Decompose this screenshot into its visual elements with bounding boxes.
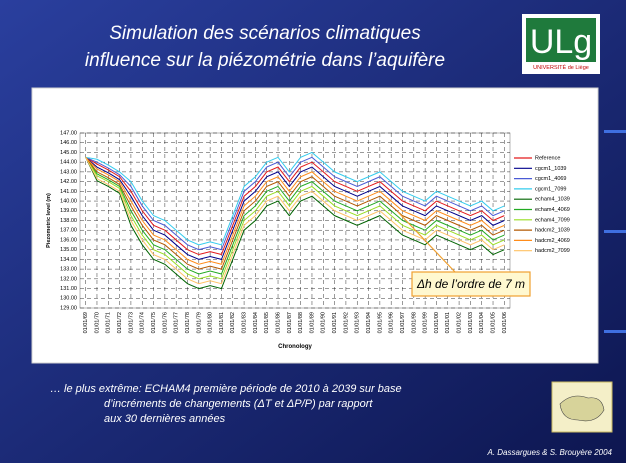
legend-label: echam4_4069 bbox=[535, 207, 570, 213]
caption-line: … le plus extrême: ECHAM4 première pério… bbox=[50, 383, 402, 395]
credit: A. Dassargues & S. Brouyère 2004 bbox=[486, 448, 612, 457]
series-line bbox=[85, 157, 505, 285]
y-tick-label: 133.00 bbox=[60, 267, 77, 273]
logo-field bbox=[526, 18, 596, 62]
x-tick-label: 01/01/69 bbox=[83, 312, 89, 333]
x-tick-label: 01/01/78 bbox=[185, 312, 191, 333]
x-tick-label: 01/01/95 bbox=[377, 312, 383, 333]
y-tick-label: 137.00 bbox=[60, 228, 77, 234]
y-tick-label: 141.00 bbox=[60, 189, 77, 195]
map-logo bbox=[551, 381, 613, 433]
series-line bbox=[85, 156, 505, 265]
logo-subtitle: UNIVERSITÉ de Liège bbox=[533, 64, 589, 71]
x-tick-label: 01/01/00 bbox=[434, 312, 440, 333]
x-tick-label: 01/01/92 bbox=[343, 312, 349, 333]
legend-label: echam4_1039 bbox=[535, 197, 570, 203]
x-tick-label: 01/01/94 bbox=[366, 312, 372, 333]
y-tick-label: 147.00 bbox=[60, 130, 77, 136]
x-axis-label: Chronology bbox=[278, 344, 312, 350]
x-tick-label: 01/01/88 bbox=[298, 312, 304, 333]
legend-label: echam4_7099 bbox=[535, 217, 570, 223]
y-tick-label: 145.00 bbox=[60, 150, 77, 156]
logo: ULg UNIVERSITÉ de Liège bbox=[522, 14, 600, 74]
annotation-pointer bbox=[397, 211, 456, 273]
x-tick-label: 01/01/90 bbox=[321, 312, 327, 333]
x-tick-label: 01/01/70 bbox=[94, 312, 100, 333]
annotation-box bbox=[411, 271, 531, 297]
x-tick-label: 01/01/04 bbox=[479, 312, 485, 333]
x-tick-label: 01/01/02 bbox=[457, 312, 463, 333]
caption-line: d’incréments de changements (ΔT et ΔP/P)… bbox=[104, 398, 373, 410]
x-tick-label: 01/01/80 bbox=[208, 312, 214, 333]
y-tick-label: 130.00 bbox=[60, 296, 77, 302]
series-line bbox=[85, 156, 505, 256]
x-tick-label: 01/01/82 bbox=[230, 312, 236, 333]
x-tick-label: 01/01/93 bbox=[355, 312, 361, 333]
x-tick-label: 01/01/74 bbox=[140, 312, 146, 333]
series-line bbox=[85, 156, 505, 251]
x-tick-label: 01/01/72 bbox=[117, 312, 123, 333]
decor bbox=[604, 130, 626, 133]
y-tick-label: 139.00 bbox=[60, 208, 77, 214]
y-tick-label: 132.00 bbox=[60, 276, 77, 282]
y-tick-label: 129.00 bbox=[60, 305, 77, 311]
logo-text: ULg bbox=[530, 23, 592, 61]
x-tick-label: 01/01/96 bbox=[389, 312, 395, 333]
series-line bbox=[85, 156, 505, 260]
legend-label: hadcm2_1039 bbox=[535, 228, 570, 234]
series-line bbox=[85, 151, 505, 246]
legend-label: cgcm1_7099 bbox=[535, 186, 567, 192]
x-tick-label: 01/01/01 bbox=[445, 312, 451, 333]
series-line bbox=[85, 157, 505, 270]
x-tick-label: 01/01/76 bbox=[162, 312, 168, 333]
x-tick-label: 01/01/85 bbox=[264, 312, 270, 333]
legend-label: cgcm1_4069 bbox=[535, 176, 567, 182]
x-tick-label: 01/01/99 bbox=[423, 312, 429, 333]
y-tick-label: 138.00 bbox=[60, 218, 77, 224]
decor bbox=[604, 230, 626, 233]
title-line: Simulation des scénarios climatiques bbox=[109, 23, 421, 44]
y-tick-label: 140.00 bbox=[60, 199, 77, 205]
x-tick-label: 01/01/71 bbox=[106, 312, 112, 333]
y-tick-label: 142.00 bbox=[60, 179, 77, 185]
y-tick-label: 144.00 bbox=[60, 160, 77, 166]
y-tick-label: 136.00 bbox=[60, 237, 77, 243]
x-tick-label: 01/01/98 bbox=[411, 312, 417, 333]
x-tick-label: 01/01/79 bbox=[196, 312, 202, 333]
legend-label: Reference bbox=[535, 155, 560, 161]
x-tick-label: 01/01/06 bbox=[502, 312, 508, 333]
x-tick-label: 01/01/73 bbox=[128, 312, 134, 333]
x-tick-label: 01/01/03 bbox=[468, 312, 474, 333]
legend-label: hadcm2_4069 bbox=[535, 238, 570, 244]
x-tick-label: 01/01/87 bbox=[287, 312, 293, 333]
map-shape bbox=[559, 395, 605, 422]
series-line bbox=[85, 157, 505, 275]
annotation: Δh de l’ordre de 7 m bbox=[416, 277, 525, 291]
x-tick-label: 01/01/83 bbox=[242, 312, 248, 333]
legend-label: hadcm2_7099 bbox=[535, 248, 570, 254]
title-line: influence sur la piézométrie dans l’aqui… bbox=[85, 50, 445, 71]
x-tick-label: 01/01/89 bbox=[309, 312, 315, 333]
series-line bbox=[85, 157, 505, 280]
legend-label: cgcm1_1039 bbox=[535, 166, 567, 172]
x-tick-label: 01/01/81 bbox=[219, 312, 225, 333]
series-line bbox=[85, 157, 505, 290]
caption-line: aux 30 dernières années bbox=[104, 413, 226, 425]
y-tick-label: 131.00 bbox=[60, 286, 77, 292]
x-tick-label: 01/01/77 bbox=[174, 312, 180, 333]
y-axis-label: Piezometric level (m) bbox=[46, 193, 52, 248]
x-tick-label: 01/01/05 bbox=[490, 312, 496, 333]
y-tick-label: 143.00 bbox=[60, 169, 77, 175]
decor bbox=[604, 330, 626, 333]
y-tick-label: 135.00 bbox=[60, 247, 77, 253]
x-tick-label: 01/01/84 bbox=[253, 312, 259, 333]
x-tick-label: 01/01/86 bbox=[275, 312, 281, 333]
y-tick-label: 134.00 bbox=[60, 257, 77, 263]
y-tick-label: 146.00 bbox=[60, 140, 77, 146]
x-tick-label: 01/01/75 bbox=[151, 312, 157, 333]
x-tick-label: 01/01/91 bbox=[332, 312, 338, 333]
x-tick-label: 01/01/97 bbox=[400, 312, 406, 333]
